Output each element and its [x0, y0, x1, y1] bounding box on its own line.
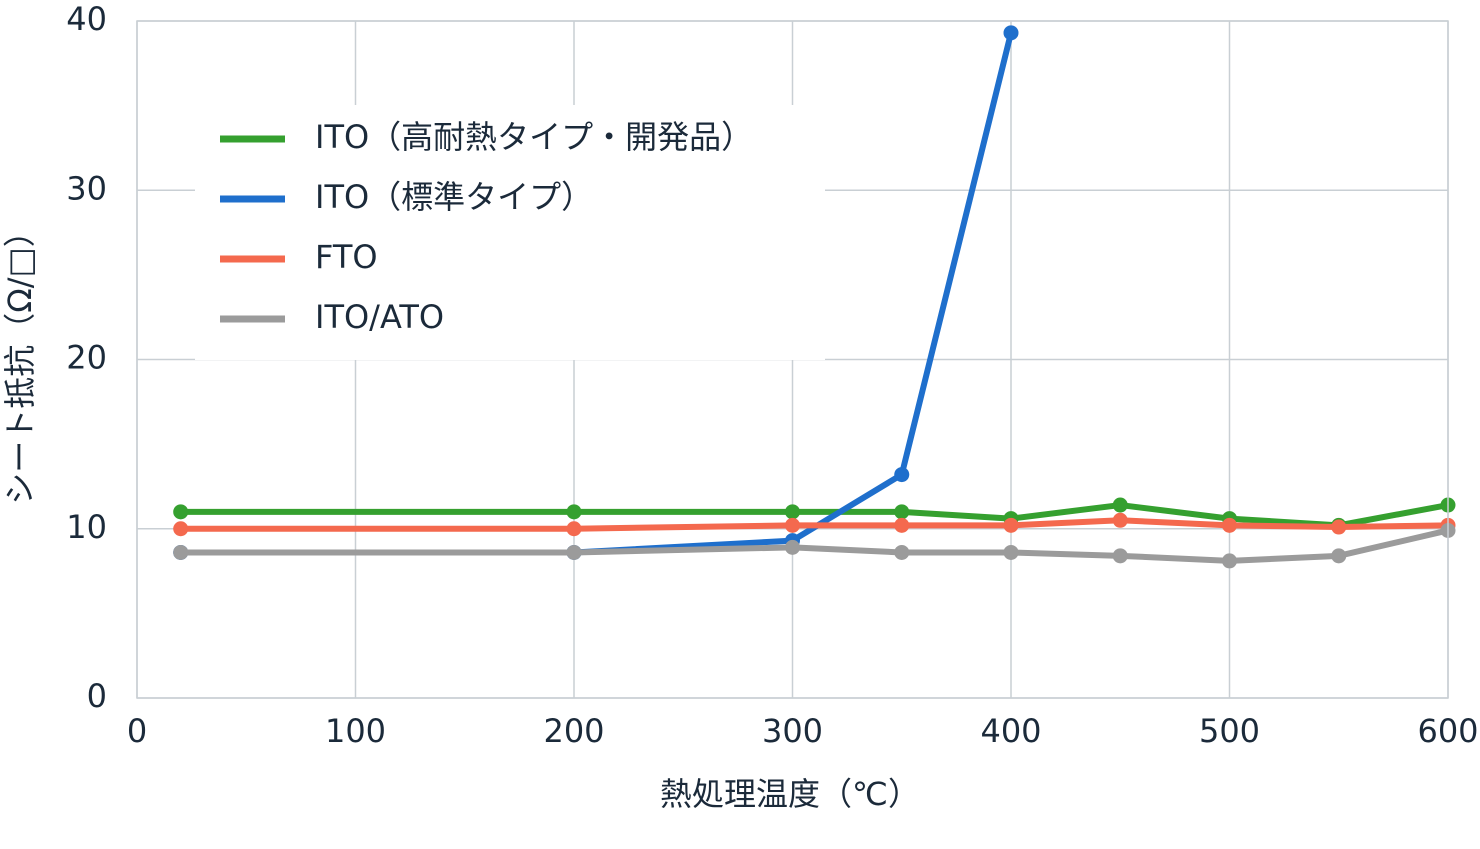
y-tick-label: 10 — [66, 508, 107, 546]
series-line — [180, 527, 1449, 564]
x-tick-label: 300 — [762, 712, 823, 750]
data-point — [1003, 544, 1019, 560]
legend-label: ITO/ATO — [315, 298, 444, 336]
x-tick-label: 100 — [325, 712, 386, 750]
y-tick-label: 0 — [87, 677, 107, 715]
y-tick-label: 40 — [66, 0, 107, 38]
legend-box — [195, 105, 825, 360]
x-tick-label: 0 — [127, 712, 147, 750]
legend-label: ITO（高耐熱タイプ・開発品） — [315, 118, 753, 156]
data-point — [1112, 548, 1128, 564]
data-point — [894, 504, 910, 520]
data-point — [173, 504, 189, 520]
data-point — [566, 521, 582, 537]
plot-frame — [136, 20, 1449, 699]
x-tick-label: 500 — [1199, 712, 1260, 750]
data-point — [1003, 517, 1019, 533]
data-point — [894, 544, 910, 560]
data-point — [1112, 497, 1128, 513]
data-point — [785, 504, 800, 520]
data-point — [785, 517, 800, 533]
data-point — [1222, 553, 1237, 569]
x-tick-label: 600 — [1417, 712, 1478, 750]
data-point — [1112, 512, 1128, 528]
y-tick-label: 20 — [66, 339, 107, 377]
data-point — [894, 517, 910, 533]
data-point — [894, 467, 910, 483]
data-point — [173, 521, 189, 537]
x-axis-label: 熱処理温度（℃） — [660, 775, 920, 813]
series-line — [180, 502, 1449, 529]
data-point — [173, 544, 189, 560]
data-point — [566, 504, 582, 520]
data-point — [1003, 25, 1019, 41]
x-tick-label: 200 — [543, 712, 604, 750]
legend-label: ITO（標準タイプ） — [315, 178, 593, 216]
data-point — [785, 539, 800, 555]
data-point — [1222, 517, 1237, 533]
data-point — [566, 544, 582, 560]
y-tick-label: 30 — [66, 169, 107, 207]
x-tick-label: 400 — [980, 712, 1041, 750]
legend-label: FTO — [315, 238, 378, 276]
data-point — [1331, 519, 1347, 535]
data-point — [1331, 548, 1347, 564]
y-axis-label: シート抵抗（Ω/□） — [1, 215, 39, 504]
